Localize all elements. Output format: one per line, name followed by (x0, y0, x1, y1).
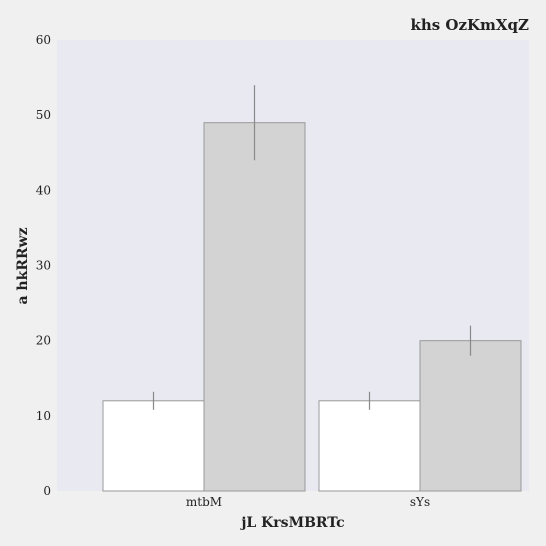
y-tick-label: 40 (36, 183, 51, 197)
y-tick-label: 0 (43, 484, 51, 498)
y-tick-label: 10 (36, 409, 51, 423)
y-axis-label: a hkRRwz (15, 227, 31, 304)
bar-0-1 (204, 123, 305, 491)
x-tick-label: sYs (410, 495, 430, 509)
y-tick-label: 60 (36, 33, 51, 47)
y-tick-label: 20 (36, 334, 51, 348)
x-tick-label: mtbM (186, 495, 222, 509)
y-tick-label: 30 (36, 259, 51, 273)
y-tick-label: 50 (36, 108, 51, 122)
x-axis-label: jL KrsMBRTc (239, 515, 344, 531)
bar-1-1 (420, 341, 521, 491)
chart-title: khs OzKmXqZ (410, 16, 529, 34)
bar-1-0 (319, 401, 420, 491)
bar-0-0 (103, 401, 204, 491)
